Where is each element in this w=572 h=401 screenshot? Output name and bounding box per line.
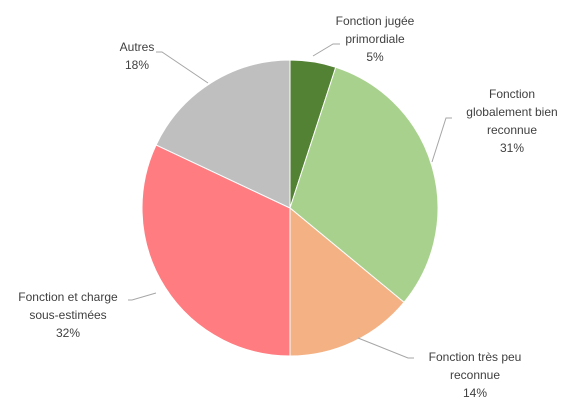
leader-line <box>128 292 157 301</box>
pie-slice <box>141 144 291 357</box>
data-label: Fonction <box>489 87 535 101</box>
data-label: Autres <box>120 40 155 54</box>
pie-slice <box>289 206 405 357</box>
pie-slice <box>155 59 291 209</box>
leader-line <box>156 51 209 84</box>
data-label: Fonction et charge <box>18 290 118 304</box>
leader-line <box>431 117 452 163</box>
data-label-value: 32% <box>56 326 80 340</box>
data-label-value: 14% <box>463 386 487 400</box>
data-label-value: 31% <box>500 141 524 155</box>
data-label: globalement bien <box>466 105 557 119</box>
data-label-value: 5% <box>366 50 384 64</box>
data-label: reconnue <box>487 123 537 137</box>
data-label-value: 18% <box>125 58 149 72</box>
data-label: sous-estimées <box>29 308 106 322</box>
data-label: Fonction jugée <box>336 14 415 28</box>
data-label: primordiale <box>345 32 405 46</box>
data-label: reconnue <box>450 368 500 382</box>
data-label: Fonction très peu <box>429 350 522 364</box>
pie-slice <box>289 66 439 304</box>
leader-line <box>357 337 414 359</box>
leader-line <box>312 43 340 57</box>
